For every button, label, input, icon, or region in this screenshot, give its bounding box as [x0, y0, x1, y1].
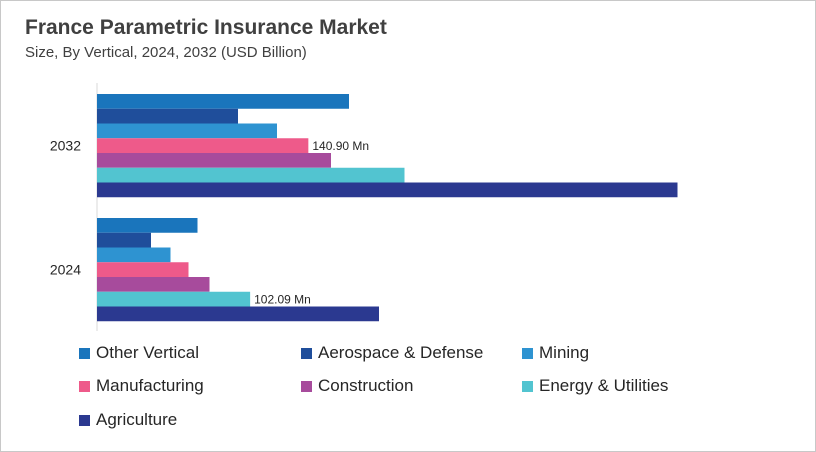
y-tick-label: 2032 — [50, 138, 81, 154]
data-label: 140.90 Mn — [312, 139, 369, 153]
legend-swatch — [79, 414, 90, 426]
legend-swatch — [301, 347, 312, 359]
legend-label: Agriculture — [96, 410, 178, 429]
chart-title: France Parametric Insurance Market — [25, 16, 387, 39]
legend-label: Manufacturing — [96, 376, 204, 395]
legend-item: Agriculture — [79, 410, 177, 430]
legend-item: Energy & Utilities — [522, 376, 668, 396]
bar-energy-utilities-2032 — [97, 167, 405, 183]
bar-construction-2024 — [97, 277, 210, 292]
legend-swatch — [522, 347, 533, 359]
y-tick-label: 2024 — [50, 262, 81, 278]
bar-agriculture-2024 — [97, 306, 379, 322]
legend-label: Other Vertical — [96, 343, 199, 362]
legend-label: Energy & Utilities — [539, 376, 669, 395]
legend-item: Manufacturing — [79, 376, 204, 396]
legend-swatch — [79, 380, 90, 392]
legend-item: Aerospace & Defense — [301, 343, 483, 363]
bar-construction-2032 — [97, 153, 331, 168]
bar-mining-2024 — [97, 247, 171, 263]
bar-aerospace-defense-2032 — [97, 108, 238, 124]
legend-item: Construction — [301, 376, 413, 396]
bar-energy-utilities-2024 — [97, 291, 251, 307]
bar-aerospace-defense-2024 — [97, 232, 151, 248]
bar-agriculture-2032 — [97, 182, 678, 198]
bar-other-vertical-2032 — [97, 94, 349, 109]
legend-item: Mining — [522, 343, 589, 363]
bar-manufacturing-2024 — [97, 262, 189, 277]
bar-mining-2032 — [97, 123, 277, 139]
legend-swatch — [522, 380, 533, 392]
bar-manufacturing-2032 — [97, 138, 309, 153]
data-label: 102.09 Mn — [254, 293, 311, 307]
chart-subtitle: Size, By Vertical, 2024, 2032 (USD Billi… — [25, 44, 307, 61]
legend-label: Aerospace & Defense — [318, 343, 484, 362]
legend-swatch — [79, 347, 90, 359]
legend-label: Mining — [539, 343, 590, 362]
legend-label: Construction — [318, 376, 414, 395]
bar-other-vertical-2024 — [97, 218, 198, 233]
legend-item: Other Vertical — [79, 343, 199, 363]
legend-swatch — [301, 380, 312, 392]
